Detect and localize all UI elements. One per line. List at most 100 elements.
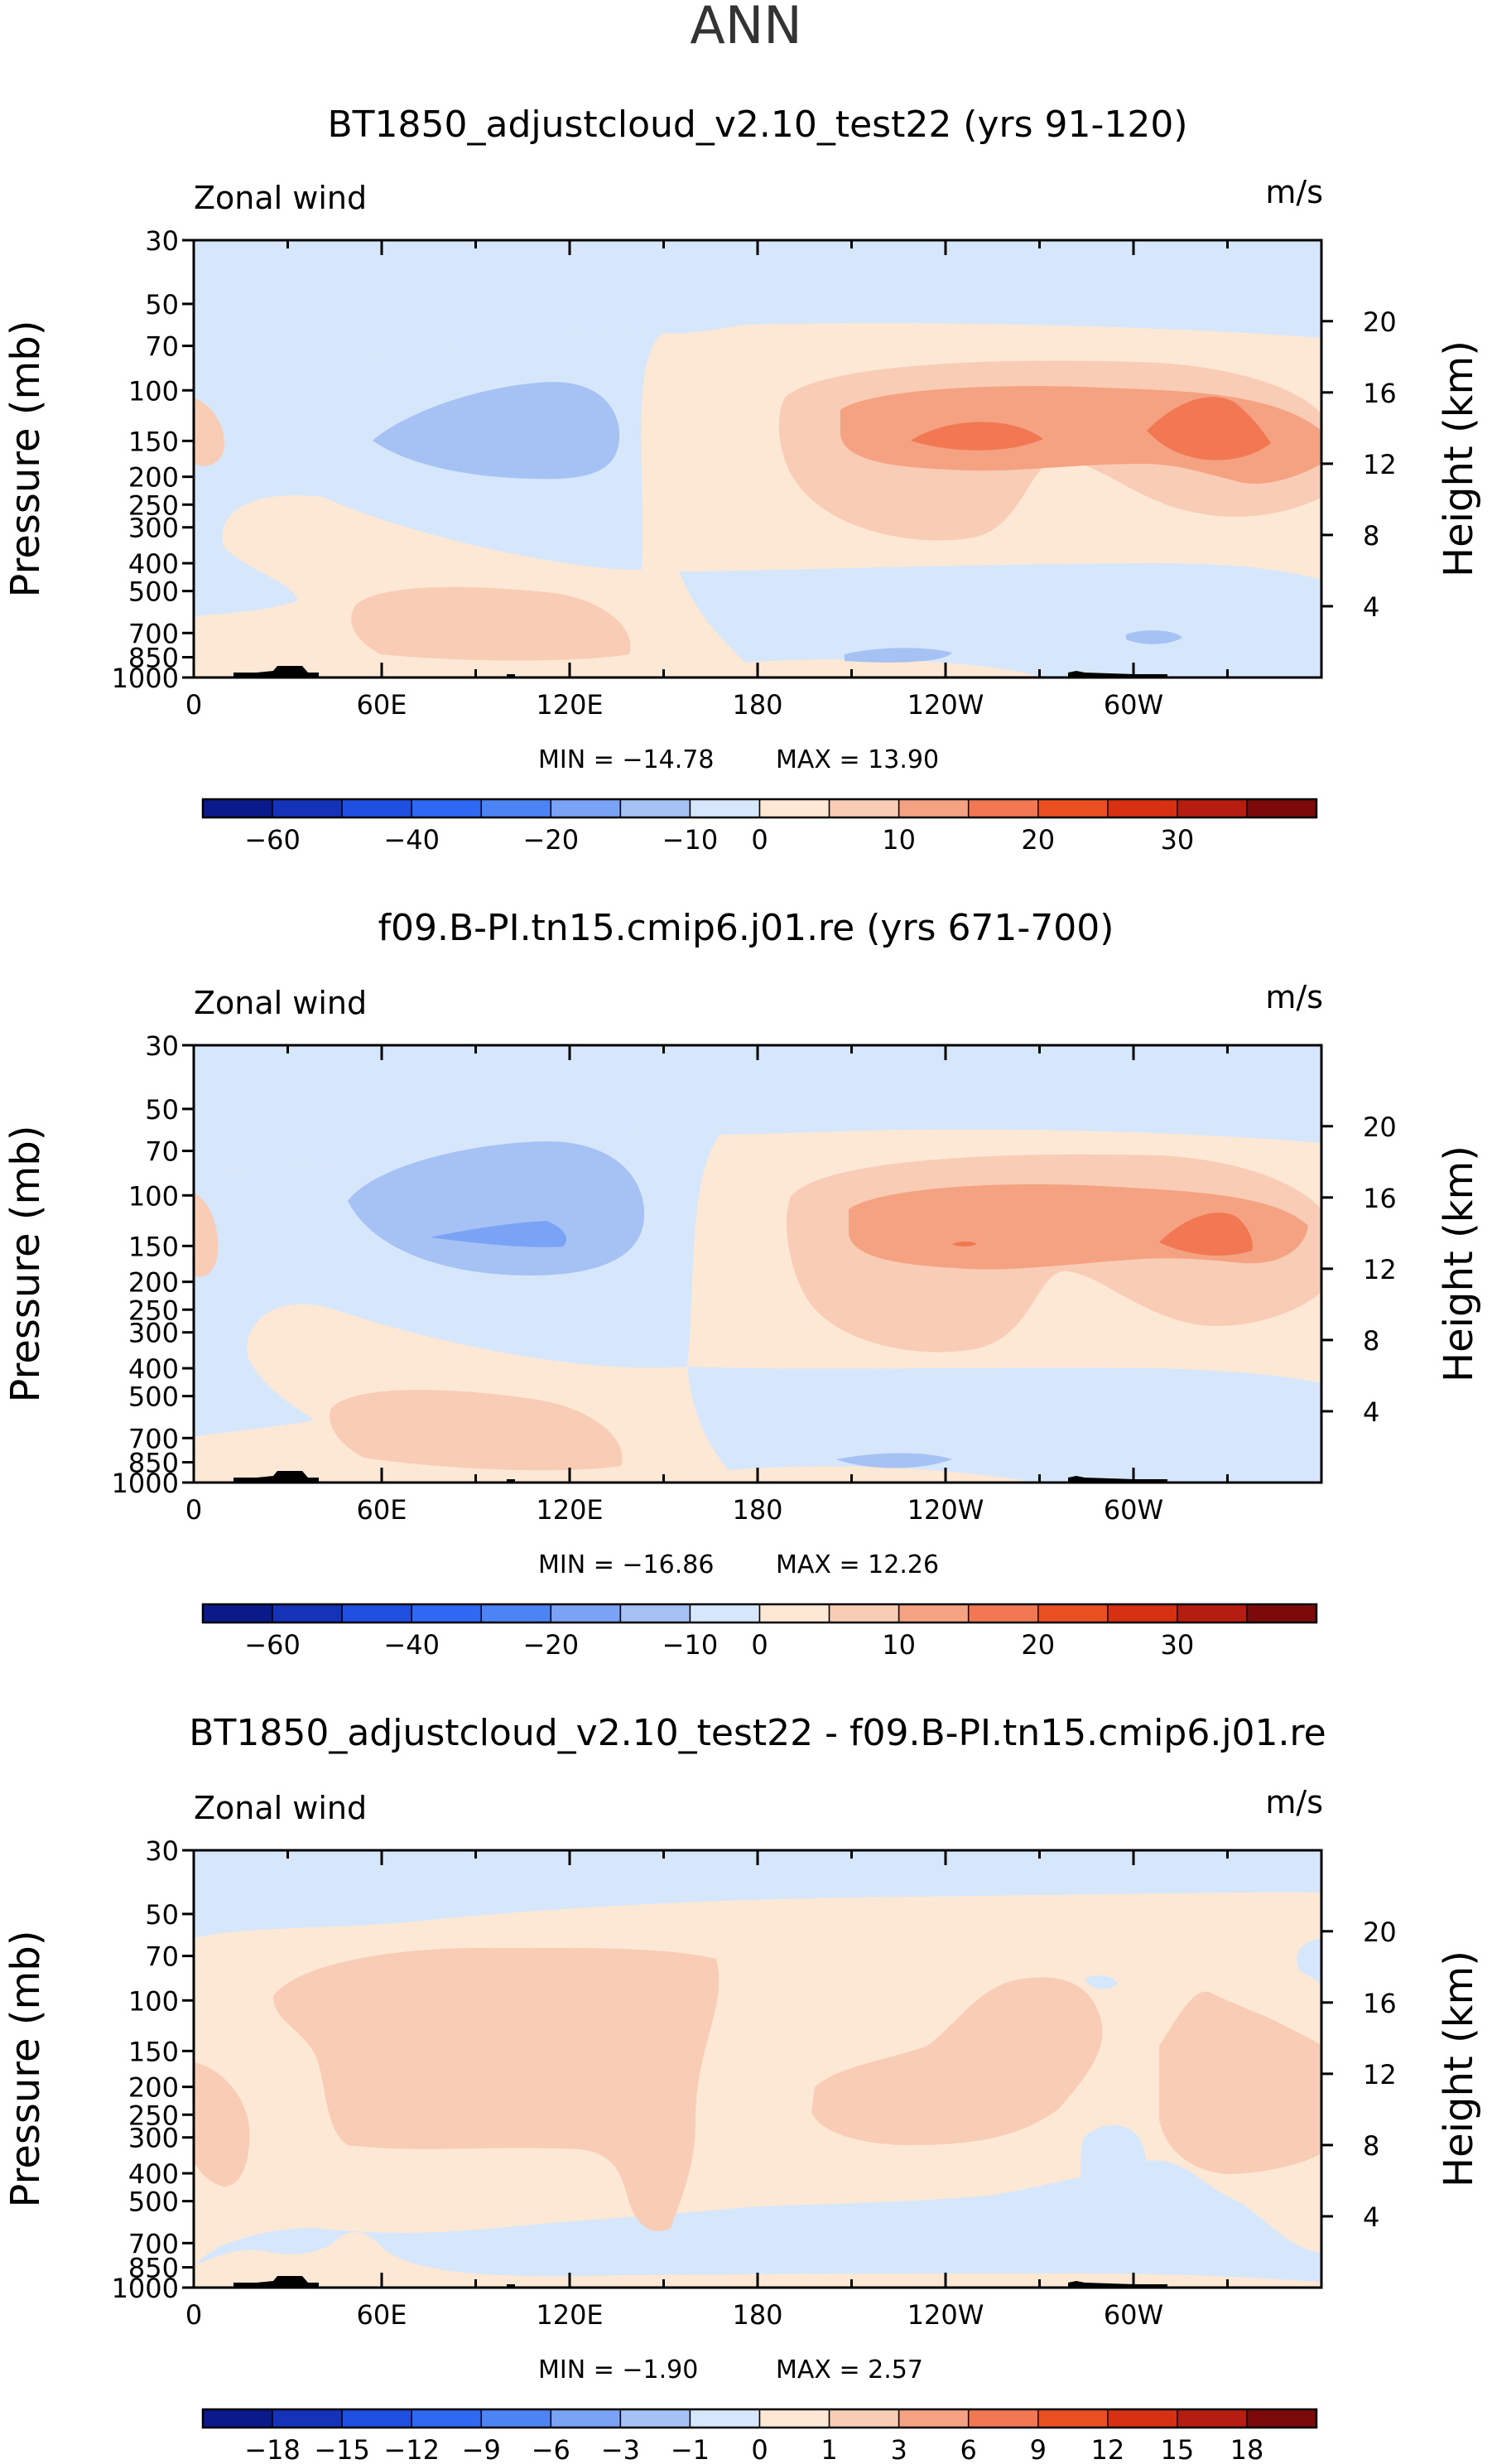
colorbar-bin	[202, 1603, 273, 1623]
pressure-tick-label: 100	[128, 1180, 179, 1212]
colorbar-bin	[1246, 1603, 1317, 1623]
panel-3-height-axis-label: Height (km)	[1436, 1950, 1482, 2187]
field-region-easterly-core	[373, 382, 620, 480]
panel-3-title: BT1850_adjustcloud_v2.10_test22 - f09.B-…	[189, 1712, 1326, 1754]
lon-tick-label: 60W	[1104, 689, 1163, 721]
colorbar-frame	[201, 798, 1318, 819]
page-title: ANN	[690, 0, 801, 55]
colorbar-bin	[758, 2409, 830, 2428]
colorbar-bin	[202, 798, 273, 818]
field-region-westerly-max-2	[952, 1242, 977, 1246]
colorbar-bin	[898, 798, 970, 818]
colorbar-frame	[201, 1603, 1318, 1624]
panel-1-pressure-axis-label: Pressure (mb)	[2, 321, 49, 598]
colorbar-bin	[272, 798, 343, 818]
field-region-westerly-max-2	[1147, 397, 1271, 460]
colorbar-frame	[201, 2408, 1318, 2429]
lon-tick-label: 120W	[907, 2299, 984, 2331]
panel-1-variable-label: Zonal wind	[194, 180, 367, 216]
pressure-tick-label: 500	[128, 1381, 179, 1413]
lon-tick-label: 60E	[357, 689, 407, 721]
colorbar-bin	[1107, 798, 1178, 818]
pressure-tick-label: 100	[128, 375, 179, 407]
lon-tick-label: 120E	[536, 1494, 603, 1526]
colorbar-label: 3	[890, 2434, 907, 2464]
colorbar-bin	[1177, 1603, 1248, 1623]
colorbar-label: −40	[383, 824, 440, 856]
height-tick-label: 20	[1363, 1111, 1397, 1143]
colorbar-label: −12	[383, 2434, 440, 2464]
field-region-easterly-core-3	[1126, 630, 1182, 644]
field-region-positive-core-2	[811, 1977, 1103, 2145]
colorbar-bin	[411, 798, 482, 818]
field-region-positive-core-3	[1159, 1991, 1321, 2174]
colorbar-bin	[1177, 798, 1248, 818]
colorbar-bin	[1246, 2409, 1317, 2428]
panel-3-variable-label: Zonal wind	[194, 1790, 367, 1826]
height-tick-label: 16	[1363, 1988, 1397, 2019]
lon-tick-label: 60E	[357, 1494, 407, 1526]
panel-3: BT1850_adjustcloud_v2.10_test22 - f09.B-…	[2, 1712, 1482, 2464]
colorbar-label: 10	[882, 824, 916, 856]
pressure-tick-label: 1000	[112, 663, 179, 694]
pressure-tick-label: 500	[128, 2187, 179, 2218]
pressure-tick-label: 300	[128, 513, 179, 544]
panel-1-title: BT1850_adjustcloud_v2.10_test22 (yrs 91-…	[327, 104, 1187, 146]
pressure-tick-label: 50	[145, 1899, 179, 1931]
colorbar-label: 0	[751, 824, 768, 856]
colorbar-bin	[480, 798, 552, 818]
colorbar-bin	[272, 2409, 343, 2428]
colorbar-bin	[1037, 1603, 1109, 1623]
colorbar-bin	[341, 2409, 412, 2428]
panel-2-min-label: MIN = −16.86	[538, 1550, 714, 1579]
colorbar-label: 9	[1030, 2434, 1047, 2464]
pressure-tick-label: 150	[128, 1231, 179, 1262]
panel-3-pressure-axis-label: Pressure (mb)	[2, 1931, 49, 2208]
colorbar-label: −60	[244, 824, 301, 856]
pressure-tick-label: 150	[128, 2036, 179, 2067]
panel-1-units-label: m/s	[1265, 174, 1323, 210]
height-tick-label: 20	[1363, 306, 1397, 338]
pressure-tick-label: 30	[145, 1835, 179, 1867]
colorbar-label: 12	[1090, 2434, 1124, 2464]
pressure-tick-label: 30	[145, 1030, 179, 1062]
colorbar-bin	[828, 798, 900, 818]
height-tick-label: 12	[1363, 1254, 1397, 1285]
panel-2-units-label: m/s	[1265, 979, 1323, 1015]
panel-1-min-label: MIN = −14.78	[538, 745, 714, 774]
height-tick-label: 12	[1363, 2059, 1397, 2090]
field-region-positive-core-4	[194, 2062, 250, 2187]
pressure-tick-label: 300	[128, 1318, 179, 1349]
colorbar-bin	[689, 2409, 761, 2428]
colorbar-bin	[689, 798, 761, 818]
field-region-westerly-max-1	[911, 422, 1043, 451]
pressure-tick-label: 700	[128, 1423, 179, 1454]
pressure-tick-label: 200	[128, 462, 179, 494]
colorbar-bin	[550, 798, 622, 818]
colorbar-bin	[967, 2409, 1039, 2428]
colorbar-bin	[689, 1603, 761, 1623]
colorbar-label: −20	[523, 824, 580, 856]
colorbar-bin	[480, 1603, 552, 1623]
height-tick-label: 20	[1363, 1917, 1397, 1948]
panel-2-height-axis-label: Height (km)	[1436, 1145, 1482, 1382]
field-region-positive-lower	[194, 2232, 1321, 2288]
lon-tick-label: 120E	[536, 2299, 603, 2331]
lon-tick-label: 60W	[1104, 2299, 1163, 2331]
colorbar-bin	[619, 798, 691, 818]
height-tick-label: 4	[1363, 591, 1379, 623]
panel-3-units-label: m/s	[1265, 1784, 1323, 1820]
lon-tick-label: 180	[732, 689, 782, 721]
colorbar-bin	[619, 2409, 691, 2428]
pressure-tick-label: 250	[128, 2100, 179, 2131]
colorbar-bin	[341, 1603, 412, 1623]
panel-1: BT1850_adjustcloud_v2.10_test22 (yrs 91-…	[2, 104, 1482, 856]
colorbar-label: 0	[751, 2434, 768, 2464]
panel-2-pressure-axis-label: Pressure (mb)	[2, 1126, 49, 1403]
colorbar-bin	[898, 2409, 970, 2428]
colorbar-bin	[411, 2409, 482, 2428]
colorbar-bin	[411, 1603, 482, 1623]
pressure-tick-label: 850	[128, 2253, 179, 2284]
field-region-easterly-core-2	[836, 1453, 952, 1468]
pressure-tick-label: 400	[128, 548, 179, 580]
